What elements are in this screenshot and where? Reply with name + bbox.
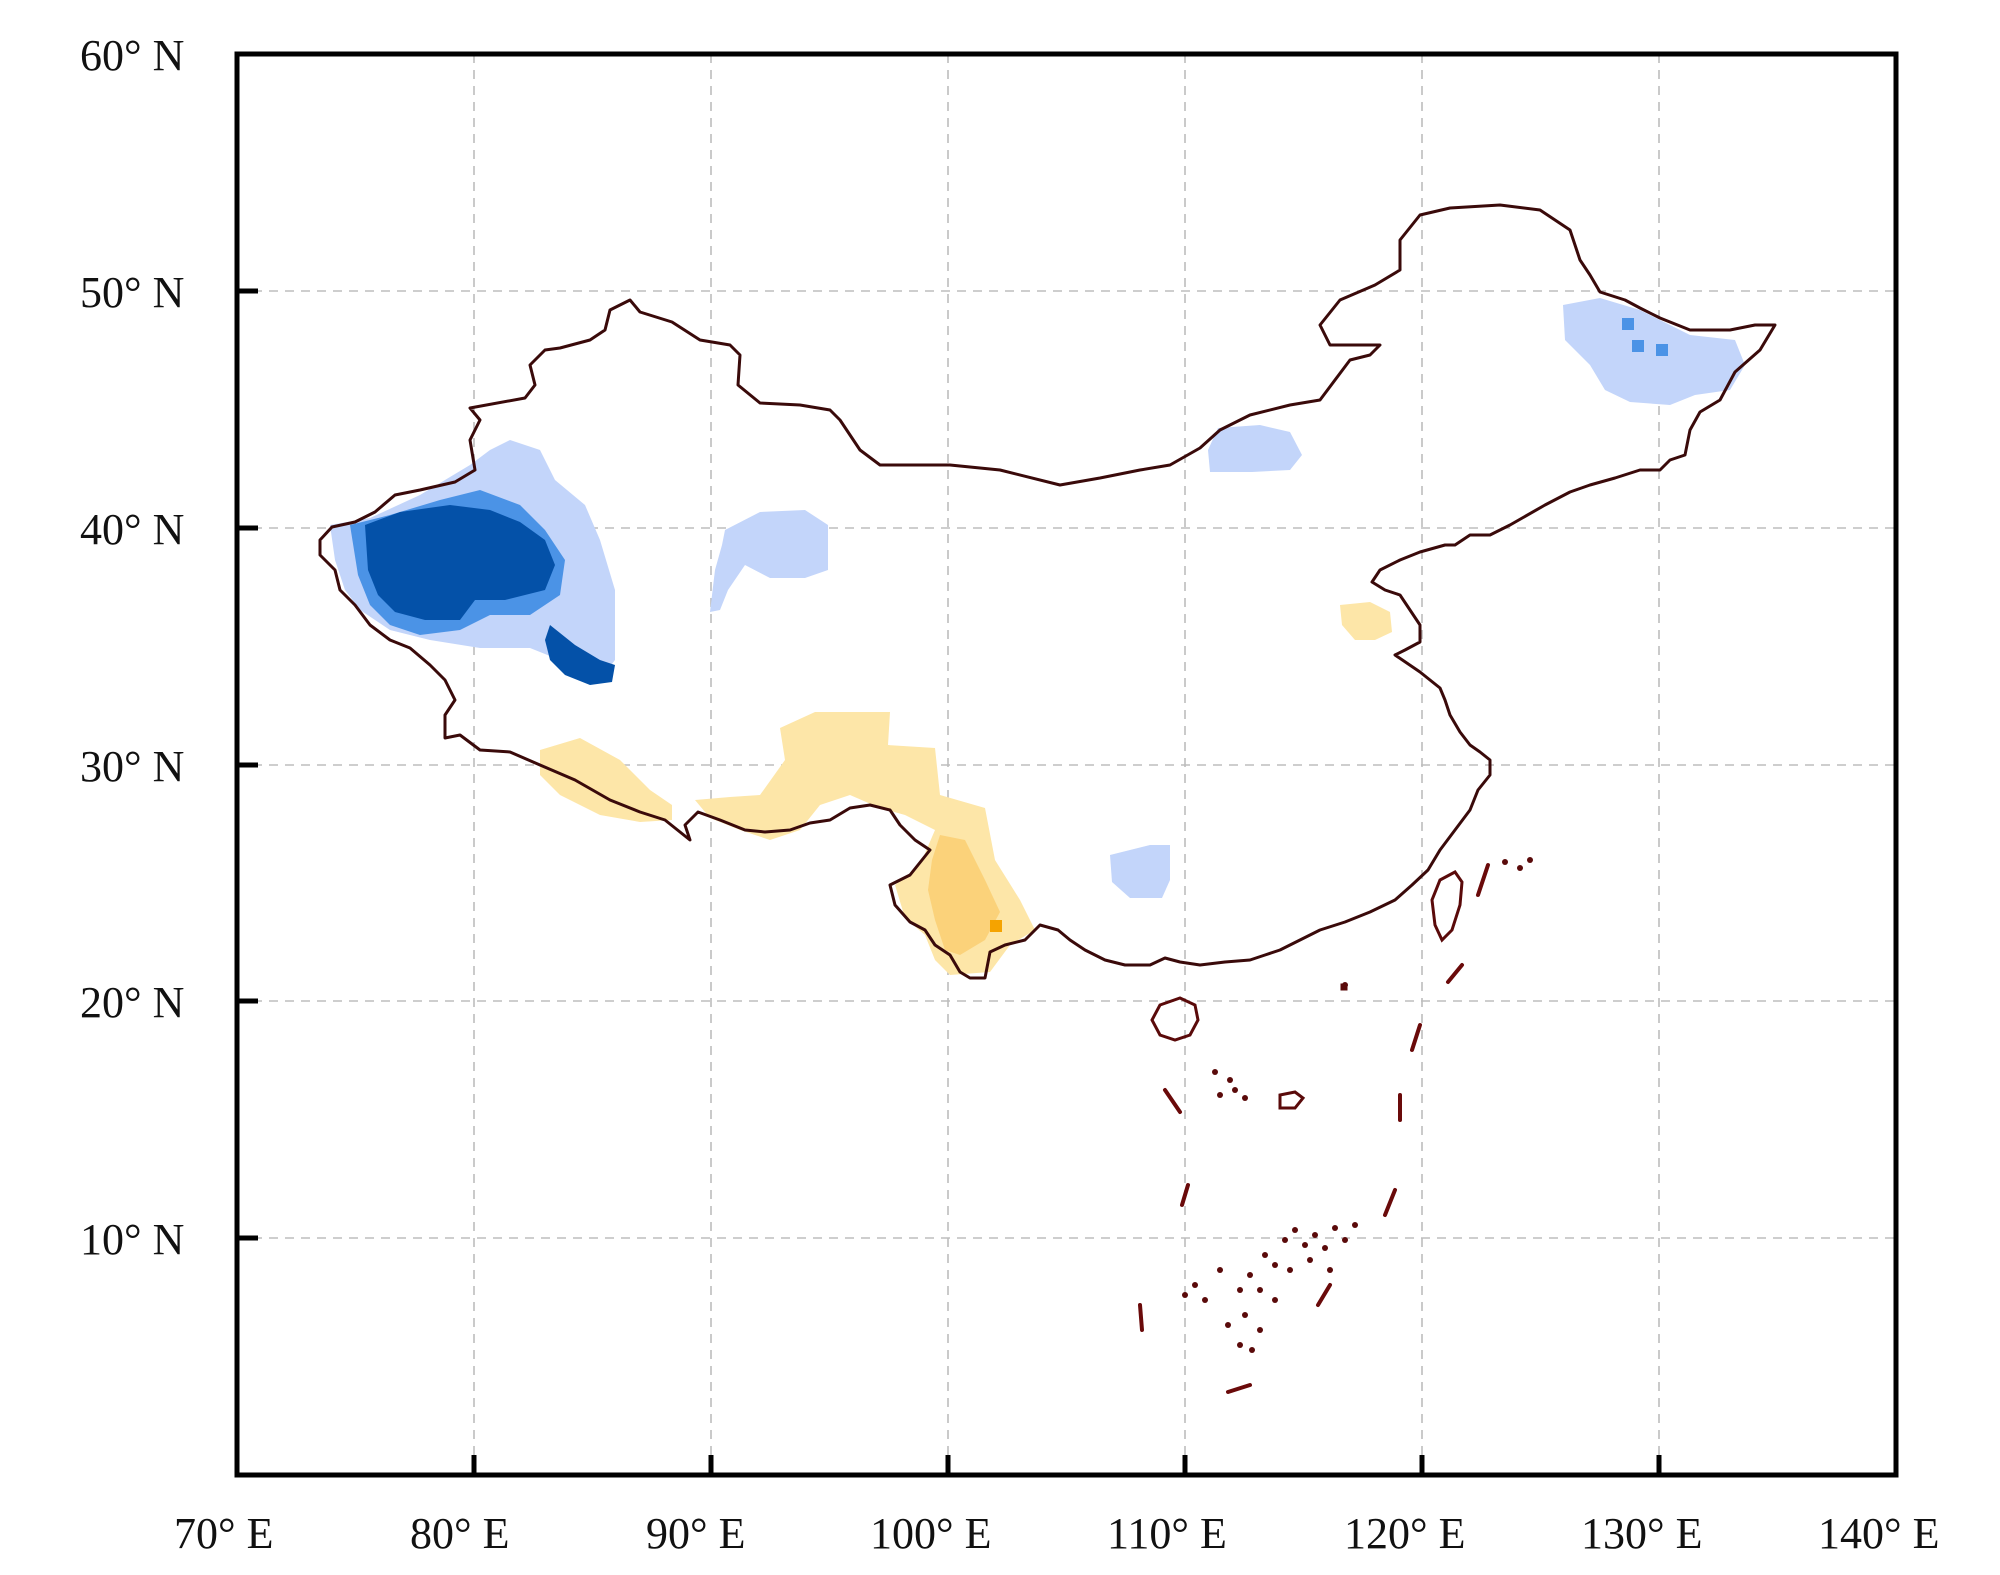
- x-tick-label-80: 80° E: [410, 1509, 509, 1558]
- x-tick-labels: 70° E 80° E 90° E 100° E 110° E 120° E 1…: [174, 1509, 1939, 1558]
- country-outline: [318, 203, 1777, 980]
- region-northeast-patch: [1563, 298, 1745, 405]
- x-tick-label-70: 70° E: [174, 1509, 273, 1558]
- nine-dash-2: [1446, 963, 1464, 984]
- hainan-island: [1150, 996, 1200, 1042]
- region-shandong-patch: [1340, 602, 1392, 640]
- region-northeast-mid-1: [1622, 318, 1634, 330]
- nine-dash-1: [1476, 863, 1490, 897]
- x-tick-label-120: 120° E: [1344, 1509, 1465, 1558]
- y-tick-label-30: 30° N: [80, 742, 184, 791]
- region-yunnan-core: [928, 835, 1000, 955]
- y-tick-label-60: 60° N: [80, 31, 184, 80]
- nine-dash-7: [1226, 1383, 1252, 1394]
- y-tick-labels: 60° N 50° N 40° N 30° N 20° N 10° N: [80, 31, 184, 1264]
- region-yunnan-orange: [990, 920, 1002, 932]
- region-western-tarim-core: [365, 505, 555, 620]
- nine-dash-10: [1163, 1088, 1182, 1114]
- x-tick-label-100: 100° E: [870, 1509, 991, 1558]
- nine-dash-9: [1180, 1183, 1190, 1207]
- y-tick-label-40: 40° N: [80, 505, 184, 554]
- axis-ticks: [237, 288, 1662, 1475]
- south-china-sea-dashes: [1138, 863, 1490, 1394]
- region-qaidam-patch: [710, 510, 828, 612]
- nine-dash-8: [1138, 1303, 1144, 1332]
- taiwan-island: [1430, 870, 1464, 943]
- y-tick-label-50: 50° N: [80, 268, 184, 317]
- x-tick-label-90: 90° E: [646, 1509, 745, 1558]
- nine-dash-3: [1410, 1023, 1422, 1052]
- shaded-regions: [330, 298, 1745, 975]
- region-guangxi-patch: [1110, 845, 1170, 898]
- region-northeast-mid-3: [1656, 344, 1668, 356]
- nine-dash-5: [1383, 1188, 1397, 1217]
- y-tick-label-20: 20° N: [80, 978, 184, 1027]
- region-inner-mongolia-patch: [1208, 425, 1302, 472]
- x-tick-label-110: 110° E: [1107, 1509, 1227, 1558]
- x-tick-label-130: 130° E: [1581, 1509, 1702, 1558]
- region-kunlun-dark: [545, 625, 615, 685]
- spratly-islands: [1182, 857, 1533, 1353]
- region-southern-tibet-yunnan: [540, 712, 1035, 975]
- x-tick-label-140: 140° E: [1818, 1509, 1939, 1558]
- grid-lines: [237, 54, 1896, 1475]
- nine-dash-6: [1316, 1283, 1332, 1307]
- paracel-island: [1278, 1090, 1306, 1110]
- y-tick-label-10: 10° N: [80, 1215, 184, 1264]
- region-northeast-mid-2: [1632, 340, 1644, 352]
- china-border: [318, 203, 1777, 1110]
